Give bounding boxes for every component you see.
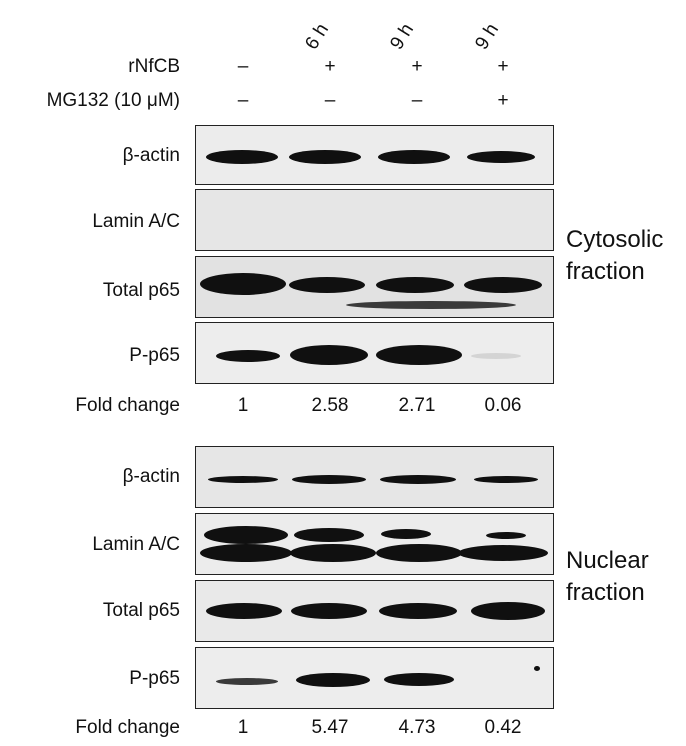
- treatment-label-rnfcb: rNfCB: [0, 56, 180, 78]
- band: [471, 602, 545, 620]
- nuc-fold-change-label: Fold change: [0, 717, 180, 739]
- mg132-lane-3: –: [397, 90, 437, 112]
- band: [292, 475, 366, 484]
- timepoint-label-9h-b: 9 h: [471, 20, 504, 54]
- mg132-lane-4: +: [483, 90, 523, 112]
- nuclear-fraction-title: Nuclear fraction: [566, 545, 649, 609]
- band: [376, 544, 462, 562]
- band: [216, 350, 280, 362]
- band: [289, 277, 365, 293]
- mg132-lane-2: –: [310, 90, 350, 112]
- band: [290, 544, 376, 562]
- band: [458, 545, 548, 561]
- nuc-blot-beta-actin: [195, 446, 554, 508]
- nuc-blot-p-p65: [195, 647, 554, 709]
- band: [291, 603, 367, 619]
- rnfcb-lane-1: –: [223, 56, 263, 78]
- cyto-fold-value-3: 2.71: [377, 395, 457, 417]
- band: [467, 151, 535, 163]
- timepoint-label-9h-a: 9 h: [386, 20, 419, 54]
- nuc-blot-lamin: [195, 513, 554, 575]
- band: [381, 529, 431, 539]
- band: [290, 345, 368, 365]
- cyto-fold-change-label: Fold change: [0, 395, 180, 417]
- rnfcb-lane-3: +: [397, 56, 437, 78]
- cytosolic-fraction-title: Cytosolic fraction: [566, 224, 663, 288]
- band: [378, 150, 450, 164]
- band: [206, 150, 278, 164]
- nuc-fold-value-2: 5.47: [290, 717, 370, 739]
- cyto-row-label-p-p65: P-p65: [0, 345, 180, 367]
- cyto-fold-value-2: 2.58: [290, 395, 370, 417]
- band: [376, 277, 454, 293]
- band: [346, 301, 516, 309]
- band: [204, 526, 288, 544]
- band: [474, 476, 538, 483]
- band: [464, 277, 542, 293]
- nuc-blot-total-p65: [195, 580, 554, 642]
- band: [380, 475, 456, 484]
- cytosolic-title-line1: Cytosolic: [566, 224, 663, 256]
- band: [486, 532, 526, 539]
- cyto-blot-beta-actin: [195, 125, 554, 185]
- mg132-lane-1: –: [223, 90, 263, 112]
- nuc-row-label-beta-actin: β-actin: [0, 466, 180, 488]
- band: [294, 528, 364, 542]
- band: [208, 476, 278, 483]
- band: [376, 345, 462, 365]
- band: [534, 666, 540, 671]
- band: [200, 544, 292, 562]
- nuclear-title-line2: fraction: [566, 577, 649, 609]
- rnfcb-lane-4: +: [483, 56, 523, 78]
- nuc-fold-value-1: 1: [203, 717, 283, 739]
- nuc-row-label-lamin: Lamin A/C: [0, 534, 180, 556]
- rnfcb-lane-2: +: [310, 56, 350, 78]
- nuc-fold-value-4: 0.42: [463, 717, 543, 739]
- cyto-row-label-lamin: Lamin A/C: [0, 211, 180, 233]
- cyto-row-label-total-p65: Total p65: [0, 280, 180, 302]
- cyto-row-label-beta-actin: β-actin: [0, 145, 180, 167]
- nuc-fold-value-3: 4.73: [377, 717, 457, 739]
- band: [384, 673, 454, 686]
- band: [216, 678, 278, 685]
- band: [200, 273, 286, 295]
- band: [379, 603, 457, 619]
- treatment-label-mg132: MG132 (10 μM): [0, 90, 180, 112]
- band: [296, 673, 370, 687]
- cyto-blot-lamin: [195, 189, 554, 251]
- band: [206, 603, 282, 619]
- nuc-row-label-p-p65: P-p65: [0, 668, 180, 690]
- cyto-fold-value-4: 0.06: [463, 395, 543, 417]
- band: [289, 150, 361, 164]
- band: [471, 353, 521, 359]
- cyto-fold-value-1: 1: [203, 395, 283, 417]
- nuc-row-label-total-p65: Total p65: [0, 600, 180, 622]
- cyto-blot-p-p65: [195, 322, 554, 384]
- cytosolic-title-line2: fraction: [566, 256, 663, 288]
- nuclear-title-line1: Nuclear: [566, 545, 649, 577]
- cyto-blot-total-p65: [195, 256, 554, 318]
- timepoint-label-6h: 6 h: [301, 20, 334, 54]
